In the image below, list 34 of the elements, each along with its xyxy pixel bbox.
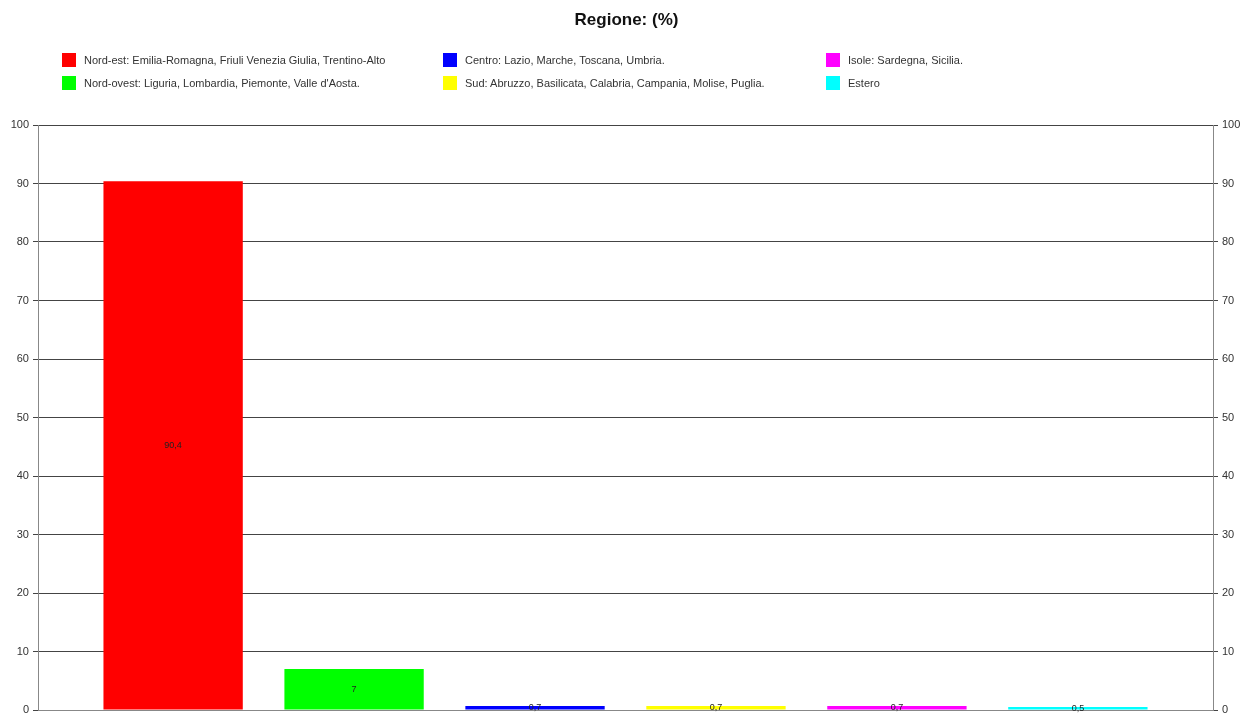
bar [103, 181, 243, 710]
bar [284, 669, 424, 710]
data-label: 7 [351, 683, 357, 694]
y2-tick-label: 30 [1222, 527, 1235, 540]
legend-label: Sud: Abruzzo, Basilicata, Calabria, Campania, Molise, Puglia. [465, 76, 765, 89]
y2-tick-label: 40 [1222, 469, 1235, 482]
y-tick-label: 20 [16, 586, 29, 599]
y2-tick-label: 20 [1222, 586, 1235, 599]
y2-tick-label: 10 [1222, 644, 1235, 657]
legend-label: Centro: Lazio, Marche, Toscana, Umbria. [465, 53, 665, 66]
y-tick-label: 90 [16, 176, 29, 189]
y-tick-label: 0 [22, 703, 29, 716]
y2-tick-label: 50 [1222, 410, 1235, 423]
y2-tick-label: 70 [1222, 293, 1235, 306]
legend-label: Nord-est: Emilia-Romagna, Friuli Venezia Giulia, Trentino-Alto [84, 53, 386, 66]
legend-label: Nord-ovest: Liguria, Lombardia, Piemonte, Valle d'Aosta. [84, 76, 360, 89]
y-tick-label: 70 [16, 293, 29, 306]
y-tick-label: 60 [16, 352, 29, 365]
y2-tick-label: 80 [1222, 235, 1235, 248]
y-tick-label: 10 [16, 644, 29, 657]
y-tick-label: 40 [16, 469, 29, 482]
y-tick-label: 100 [10, 118, 29, 131]
y2-tick-label: 100 [1222, 118, 1241, 131]
y-tick-label: 80 [16, 235, 29, 248]
legend-label: Estero [848, 76, 880, 89]
y2-tick-label: 60 [1222, 352, 1235, 365]
legend-label: Isole: Sardegna, Sicilia. [848, 53, 963, 66]
bar [1008, 707, 1148, 710]
y-tick-label: 50 [16, 410, 29, 423]
y-tick-label: 30 [16, 527, 29, 540]
y2-tick-label: 90 [1222, 176, 1235, 189]
data-label: 90,4 [164, 439, 182, 450]
y2-tick-label: 0 [1222, 703, 1229, 716]
chart-title: Regione: (%) [573, 9, 680, 31]
